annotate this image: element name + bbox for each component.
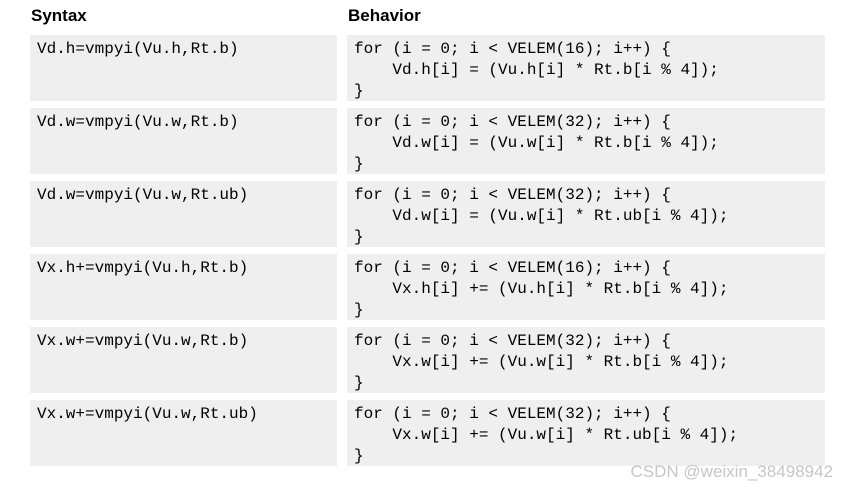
behavior-cell: for (i = 0; i < VELEM(16); i++) { Vx.h[i…: [347, 254, 825, 320]
syntax-cell: Vd.h=vmpyi(Vu.h,Rt.b): [30, 35, 337, 101]
syntax-code: Vd.w=vmpyi(Vu.w,Rt.ub): [37, 186, 249, 204]
table-header-row: Syntax Behavior: [30, 6, 825, 28]
instruction-table: Vd.h=vmpyi(Vu.h,Rt.b) for (i = 0; i < VE…: [30, 35, 825, 473]
syntax-column-header: Syntax: [31, 6, 87, 25]
watermark: CSDN @weixin_38498942: [630, 462, 833, 481]
syntax-cell: Vx.w+=vmpyi(Vu.w,Rt.ub): [30, 400, 337, 466]
behavior-cell: for (i = 0; i < VELEM(32); i++) { Vd.w[i…: [347, 108, 825, 174]
syntax-cell: Vx.w+=vmpyi(Vu.w,Rt.b): [30, 327, 337, 393]
behavior-code: for (i = 0; i < VELEM(32); i++) { Vd.w[i…: [354, 186, 729, 246]
syntax-code: Vx.h+=vmpyi(Vu.h,Rt.b): [37, 259, 249, 277]
syntax-cell: Vd.w=vmpyi(Vu.w,Rt.ub): [30, 181, 337, 247]
syntax-code: Vx.w+=vmpyi(Vu.w,Rt.ub): [37, 405, 258, 423]
behavior-cell: for (i = 0; i < VELEM(16); i++) { Vd.h[i…: [347, 35, 825, 101]
behavior-code: for (i = 0; i < VELEM(16); i++) { Vd.h[i…: [354, 40, 719, 100]
syntax-code: Vd.h=vmpyi(Vu.h,Rt.b): [37, 40, 239, 58]
behavior-cell: for (i = 0; i < VELEM(32); i++) { Vx.w[i…: [347, 400, 825, 466]
syntax-code: Vx.w+=vmpyi(Vu.w,Rt.b): [37, 332, 249, 350]
syntax-cell: Vd.w=vmpyi(Vu.w,Rt.b): [30, 108, 337, 174]
syntax-cell: Vx.h+=vmpyi(Vu.h,Rt.b): [30, 254, 337, 320]
behavior-column-header: Behavior: [348, 6, 421, 25]
syntax-code: Vd.w=vmpyi(Vu.w,Rt.b): [37, 113, 239, 131]
behavior-code: for (i = 0; i < VELEM(32); i++) { Vx.w[i…: [354, 332, 729, 392]
behavior-code: for (i = 0; i < VELEM(16); i++) { Vx.h[i…: [354, 259, 729, 319]
behavior-code: for (i = 0; i < VELEM(32); i++) { Vx.w[i…: [354, 405, 739, 465]
table-row: Vx.w+=vmpyi(Vu.w,Rt.ub) for (i = 0; i < …: [30, 400, 825, 466]
table-row: Vx.h+=vmpyi(Vu.h,Rt.b) for (i = 0; i < V…: [30, 254, 825, 320]
table-row: Vd.w=vmpyi(Vu.w,Rt.ub) for (i = 0; i < V…: [30, 181, 825, 247]
table-row: Vd.w=vmpyi(Vu.w,Rt.b) for (i = 0; i < VE…: [30, 108, 825, 174]
table-row: Vx.w+=vmpyi(Vu.w,Rt.b) for (i = 0; i < V…: [30, 327, 825, 393]
behavior-code: for (i = 0; i < VELEM(32); i++) { Vd.w[i…: [354, 113, 719, 173]
behavior-cell: for (i = 0; i < VELEM(32); i++) { Vx.w[i…: [347, 327, 825, 393]
table-row: Vd.h=vmpyi(Vu.h,Rt.b) for (i = 0; i < VE…: [30, 35, 825, 101]
behavior-cell: for (i = 0; i < VELEM(32); i++) { Vd.w[i…: [347, 181, 825, 247]
